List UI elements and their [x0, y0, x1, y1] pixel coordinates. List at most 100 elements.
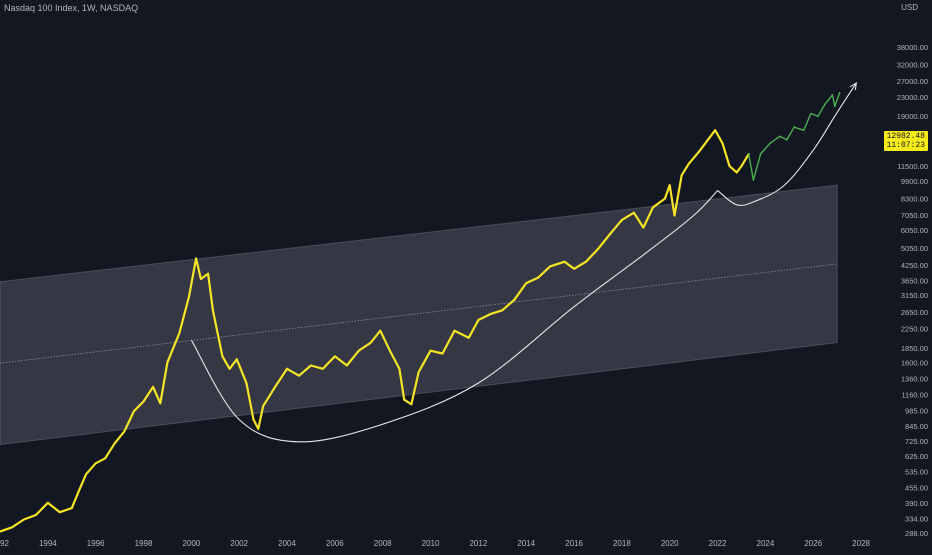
price-point — [58, 511, 61, 514]
x-tick-label: 2010 — [422, 539, 440, 548]
y-tick-label: 2650.00 — [901, 308, 928, 317]
last-price-tag[interactable]: 12982.48 11:07:23 — [883, 131, 928, 151]
price-point — [195, 257, 198, 260]
y-tick-label: 32000.00 — [897, 60, 928, 69]
x-tick-label: 1998 — [135, 539, 153, 548]
price-point — [207, 272, 210, 275]
y-tick-label: 8300.00 — [901, 195, 928, 204]
price-point — [417, 371, 420, 374]
price-point — [46, 501, 49, 504]
x-tick-label: 2008 — [374, 539, 392, 548]
price-point — [525, 282, 528, 284]
projection-point — [824, 103, 827, 105]
x-tick-label: 2000 — [182, 539, 200, 548]
projection-arrowhead — [850, 82, 857, 91]
x-tick-label: 2006 — [326, 539, 344, 548]
price-point — [633, 211, 635, 214]
price-point — [357, 349, 360, 352]
y-tick-label: 985.00 — [905, 407, 928, 416]
projection-point — [817, 115, 819, 118]
price-point — [212, 309, 214, 312]
projection-point — [747, 153, 750, 156]
cup-curve — [190, 190, 718, 443]
price-point — [688, 162, 690, 165]
price-point — [673, 214, 676, 217]
price-point — [668, 184, 671, 187]
price-point — [35, 514, 37, 516]
chart-title: Nasdaq 100 Index, 1W, NASDAQ — [4, 3, 139, 13]
price-point — [262, 405, 264, 408]
y-tick-label: 4250.00 — [901, 261, 928, 270]
y-tick-label: 19000.00 — [897, 112, 928, 121]
y-tick-label: 725.00 — [905, 437, 928, 446]
price-point — [152, 386, 155, 388]
x-tick-label: 2024 — [757, 539, 775, 548]
price-point — [104, 457, 107, 460]
price-point — [369, 341, 372, 344]
x-tick-label: 2014 — [517, 539, 535, 548]
price-point — [429, 349, 432, 352]
projection-point — [802, 129, 805, 132]
y-tick-label: 3150.00 — [901, 291, 928, 300]
x-tick-label: 2012 — [469, 539, 487, 548]
x-tick-label: 1994 — [39, 539, 57, 548]
x-tick-label: 2022 — [709, 539, 727, 548]
price-point — [228, 367, 231, 370]
price-point — [467, 336, 470, 339]
projection-point — [810, 112, 812, 115]
price-point — [178, 332, 181, 334]
y-tick-label: 334.00 — [905, 514, 928, 523]
x-tick-label: 1996 — [87, 539, 105, 548]
y-tick-label: 5050.00 — [901, 244, 928, 253]
price-point — [537, 276, 540, 279]
y-tick-label: 1850.00 — [901, 344, 928, 353]
x-tick-label: 2002 — [230, 539, 248, 548]
y-tick-label: 7050.00 — [901, 211, 928, 220]
price-point — [123, 430, 126, 433]
price-point — [642, 226, 645, 229]
price-point — [166, 361, 169, 364]
projection-point — [831, 94, 834, 96]
price-point — [23, 518, 25, 521]
price-point — [159, 402, 162, 405]
y-tick-label: 455.00 — [905, 484, 928, 493]
price-point — [664, 197, 666, 200]
projection-point — [838, 92, 841, 94]
price-point — [389, 349, 391, 352]
y-tick-label: 1360.00 — [901, 375, 928, 384]
projection-point — [778, 135, 781, 138]
price-point — [379, 329, 382, 332]
price-point — [403, 398, 406, 401]
projection-curve — [717, 82, 857, 206]
price-point — [188, 295, 190, 298]
price-point — [78, 489, 80, 492]
price-point — [714, 129, 717, 132]
price-point — [235, 358, 238, 361]
y-tick-label: 27000.00 — [897, 77, 928, 86]
price-point — [680, 174, 683, 177]
price-point — [573, 267, 575, 270]
y-tick-label: 288.00 — [905, 529, 928, 538]
price-point — [740, 165, 743, 168]
y-tick-label: 11500.00 — [897, 162, 928, 171]
price-point — [11, 526, 13, 529]
price-point — [70, 507, 73, 509]
trend-channel — [0, 184, 838, 446]
last-price-value: 12982.48 — [886, 132, 925, 141]
price-point — [707, 138, 709, 141]
projection-point — [759, 153, 762, 155]
price-point — [597, 248, 599, 250]
y-tick-label: 535.00 — [905, 467, 928, 476]
price-point — [563, 260, 566, 263]
price-point — [298, 374, 300, 377]
y-tick-label: 2250.00 — [901, 325, 928, 334]
y-tick-label: 38000.00 — [897, 43, 928, 52]
price-point — [85, 473, 87, 476]
price-point — [513, 298, 516, 301]
y-tick-label: 23000.00 — [897, 93, 928, 102]
x-tick-label: 2028 — [852, 539, 870, 548]
price-point — [257, 428, 260, 430]
price-point — [549, 265, 551, 268]
